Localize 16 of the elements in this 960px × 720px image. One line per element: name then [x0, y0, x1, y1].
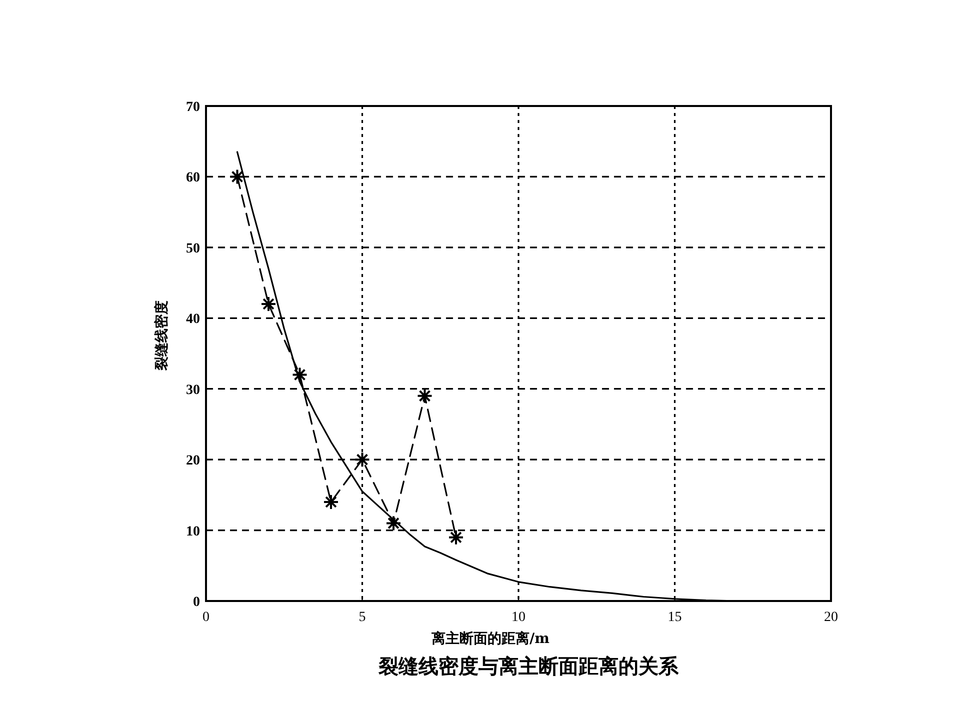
text: 裂缝线密度与离主断面距离的关系 [378, 654, 680, 678]
x-tick-label: 5 [358, 610, 366, 625]
x-tick-label: 15 [668, 610, 682, 625]
y-tick-label: 60 [186, 170, 200, 186]
x-axis-title: 离主断面的距离/m [430, 630, 550, 647]
x-tick-label: 0 [202, 610, 210, 625]
y-axis-title: 裂缝线密度 [153, 300, 170, 372]
y-tick-label: 50 [186, 241, 200, 256]
y-tick-label: 0 [193, 595, 200, 610]
x-tick-label: 10 [512, 610, 526, 625]
y-tick-label: 10 [186, 524, 200, 540]
y-tick-label: 30 [186, 382, 200, 398]
y-tick-label: 40 [186, 312, 200, 328]
y-tick-label: 20 [186, 454, 200, 469]
x-tick-label: 20 [824, 610, 838, 625]
y-tick-label: 70 [186, 100, 200, 115]
